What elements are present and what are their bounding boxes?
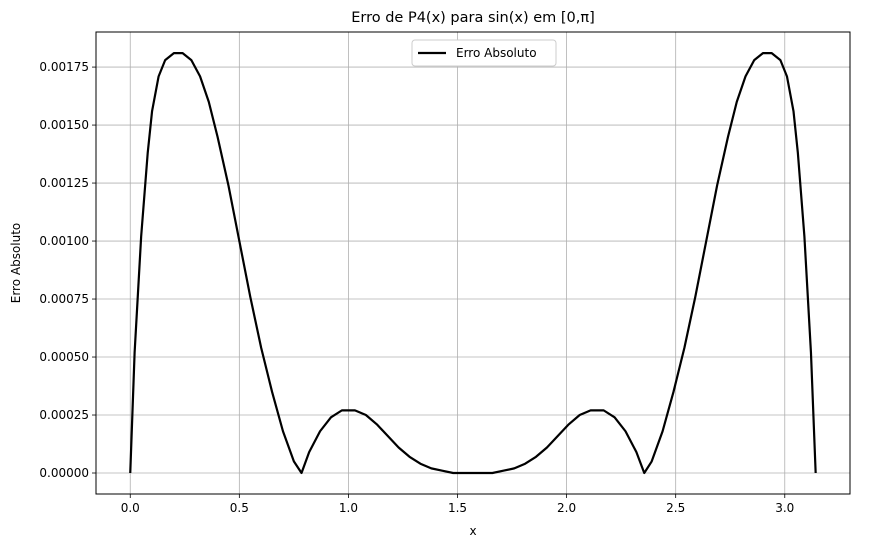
- legend: Erro Absoluto: [411, 39, 557, 67]
- y-tick-label: 0.00050: [39, 350, 89, 364]
- legend-label: Erro Absoluto: [456, 46, 537, 60]
- y-tick-label: 0.00025: [39, 408, 89, 422]
- y-tick-label: 0.00125: [39, 176, 89, 190]
- y-tick-label: 0.00100: [39, 234, 89, 248]
- x-tick-label: 1.5: [448, 501, 467, 515]
- y-tick-label: 0.00000: [39, 466, 89, 480]
- y-tick-label: 0.00175: [39, 60, 89, 74]
- x-tick-label: 1.0: [339, 501, 358, 515]
- y-tick-label: 0.00075: [39, 292, 89, 306]
- x-axis-ticks: 0.0 0.5 1.0 1.5 2.0 2.5 3.0: [121, 494, 794, 515]
- chart-title: Erro de P4(x) para sin(x) em [0,π]: [351, 10, 595, 26]
- x-tick-label: 0.5: [230, 501, 249, 515]
- plot-frame: [95, 31, 851, 495]
- x-axis-label: x: [469, 524, 476, 538]
- series-layer: [129, 52, 817, 475]
- grid: [96, 32, 850, 494]
- x-tick-label: 0.0: [121, 501, 140, 515]
- x-tick-label: 2.0: [557, 501, 576, 515]
- series-line-erro-absoluto: [129, 52, 817, 475]
- legend-box: [411, 39, 557, 67]
- y-axis-ticks: 0.00000 0.00025 0.00050 0.00075 0.00100 0.001…: [39, 60, 96, 480]
- y-tick-label: 0.00150: [39, 118, 89, 132]
- x-tick-label: 2.5: [666, 501, 685, 515]
- x-tick-label: 3.0: [775, 501, 794, 515]
- y-axis-label: Erro Absoluto: [9, 223, 23, 304]
